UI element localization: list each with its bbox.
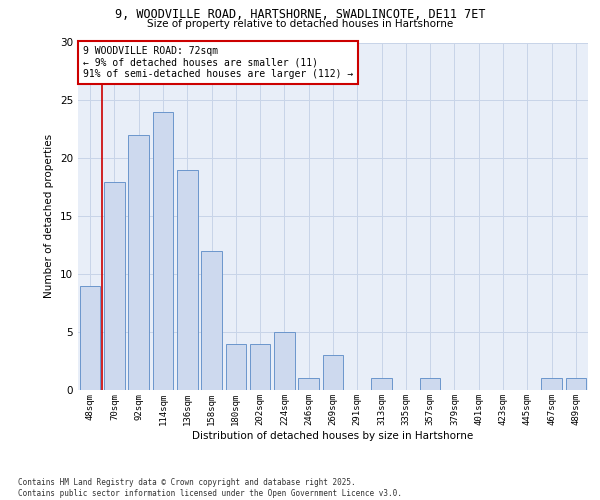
Bar bbox=[566, 378, 586, 390]
Bar bbox=[371, 378, 392, 390]
Bar bbox=[177, 170, 197, 390]
Bar bbox=[274, 332, 295, 390]
Bar bbox=[152, 112, 173, 390]
Text: Contains HM Land Registry data © Crown copyright and database right 2025.
Contai: Contains HM Land Registry data © Crown c… bbox=[18, 478, 402, 498]
Bar bbox=[80, 286, 100, 390]
Text: 9, WOODVILLE ROAD, HARTSHORNE, SWADLINCOTE, DE11 7ET: 9, WOODVILLE ROAD, HARTSHORNE, SWADLINCO… bbox=[115, 8, 485, 20]
Y-axis label: Number of detached properties: Number of detached properties bbox=[44, 134, 55, 298]
Bar bbox=[250, 344, 271, 390]
Bar bbox=[323, 355, 343, 390]
Bar bbox=[298, 378, 319, 390]
Bar bbox=[420, 378, 440, 390]
Bar bbox=[226, 344, 246, 390]
Bar bbox=[128, 135, 149, 390]
Bar bbox=[201, 251, 222, 390]
Text: Size of property relative to detached houses in Hartshorne: Size of property relative to detached ho… bbox=[147, 19, 453, 29]
Bar bbox=[541, 378, 562, 390]
X-axis label: Distribution of detached houses by size in Hartshorne: Distribution of detached houses by size … bbox=[193, 430, 473, 440]
Bar bbox=[104, 182, 125, 390]
Text: 9 WOODVILLE ROAD: 72sqm
← 9% of detached houses are smaller (11)
91% of semi-det: 9 WOODVILLE ROAD: 72sqm ← 9% of detached… bbox=[83, 46, 353, 79]
